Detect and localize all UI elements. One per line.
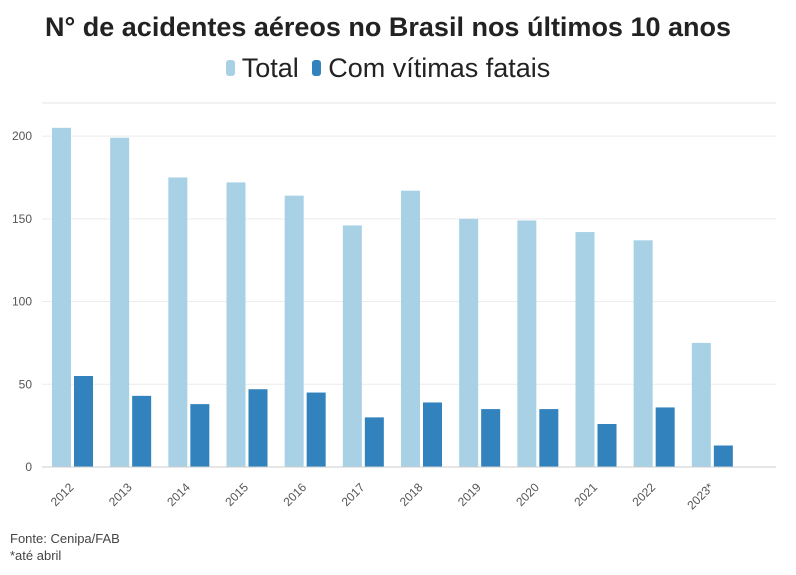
bar-total-2012: [52, 127, 71, 468]
bar-total-2018: [401, 190, 420, 467]
x-tick-label-2013: 2013: [106, 480, 135, 509]
x-tick-label-2017: 2017: [339, 480, 368, 509]
y-tick-label-100: 100: [12, 295, 32, 309]
bar-fatal-2020: [539, 409, 559, 467]
x-tick-label-2019: 2019: [455, 480, 484, 509]
x-tick-label-2012: 2012: [48, 480, 77, 509]
source-text: Fonte: Cenipa/FAB: [10, 531, 120, 546]
y-tick-label-0: 0: [25, 460, 32, 474]
bar-fatal-2015: [248, 389, 268, 467]
legend-item-fatal: Com vítimas fatais: [312, 53, 550, 84]
x-tick-label-2023: 2023*: [684, 480, 716, 512]
legend: Total Com vítimas fatais: [0, 52, 776, 84]
x-tick-label-2021: 2021: [571, 480, 600, 509]
bar-total-2023: [691, 342, 711, 467]
bar-total-2019: [459, 218, 479, 467]
bar-total-2022: [633, 240, 653, 467]
legend-swatch-total: [225, 60, 235, 76]
bar-total-2013: [110, 137, 130, 467]
bar-total-2015: [226, 182, 246, 467]
y-tick-label-150: 150: [12, 212, 32, 226]
y-tick-label-200: 200: [12, 129, 32, 143]
legend-swatch-fatal: [312, 60, 322, 76]
bar-total-2021: [575, 232, 595, 467]
bar-total-2016: [284, 195, 304, 467]
legend-label-total: Total: [241, 52, 299, 83]
chart-title: N° de acidentes aéreos no Brasil nos últ…: [44, 12, 732, 42]
bar-fatal-2013: [132, 395, 152, 467]
bar-total-2020: [517, 220, 537, 467]
x-tick-label-2016: 2016: [281, 480, 310, 509]
x-tick-label-2018: 2018: [397, 480, 426, 509]
bar-fatal-2023: [713, 445, 733, 467]
bar-fatal-2019: [481, 409, 501, 467]
legend-label-fatal: Com vítimas fatais: [328, 52, 551, 83]
footnote-text: *até abril: [10, 548, 62, 563]
x-tick-label-2022: 2022: [630, 480, 659, 509]
bar-fatal-2016: [306, 392, 326, 467]
x-tick-label-2015: 2015: [222, 480, 251, 509]
source-note: Fonte: Cenipa/FAB *até abril: [10, 530, 120, 564]
bar-total-2017: [342, 225, 362, 467]
bar-fatal-2021: [597, 423, 617, 467]
bar-fatal-2017: [364, 417, 384, 467]
x-tick-label-2020: 2020: [513, 480, 542, 509]
bar-fatal-2014: [190, 404, 210, 467]
x-tick-label-2014: 2014: [164, 480, 193, 509]
y-tick-label-50: 50: [19, 377, 33, 391]
bar-fatal-2022: [655, 407, 675, 467]
legend-item-total: Total: [225, 52, 299, 84]
bar-fatal-2018: [423, 402, 442, 467]
bar-total-2014: [168, 177, 188, 468]
bar-fatal-2012: [74, 376, 93, 467]
